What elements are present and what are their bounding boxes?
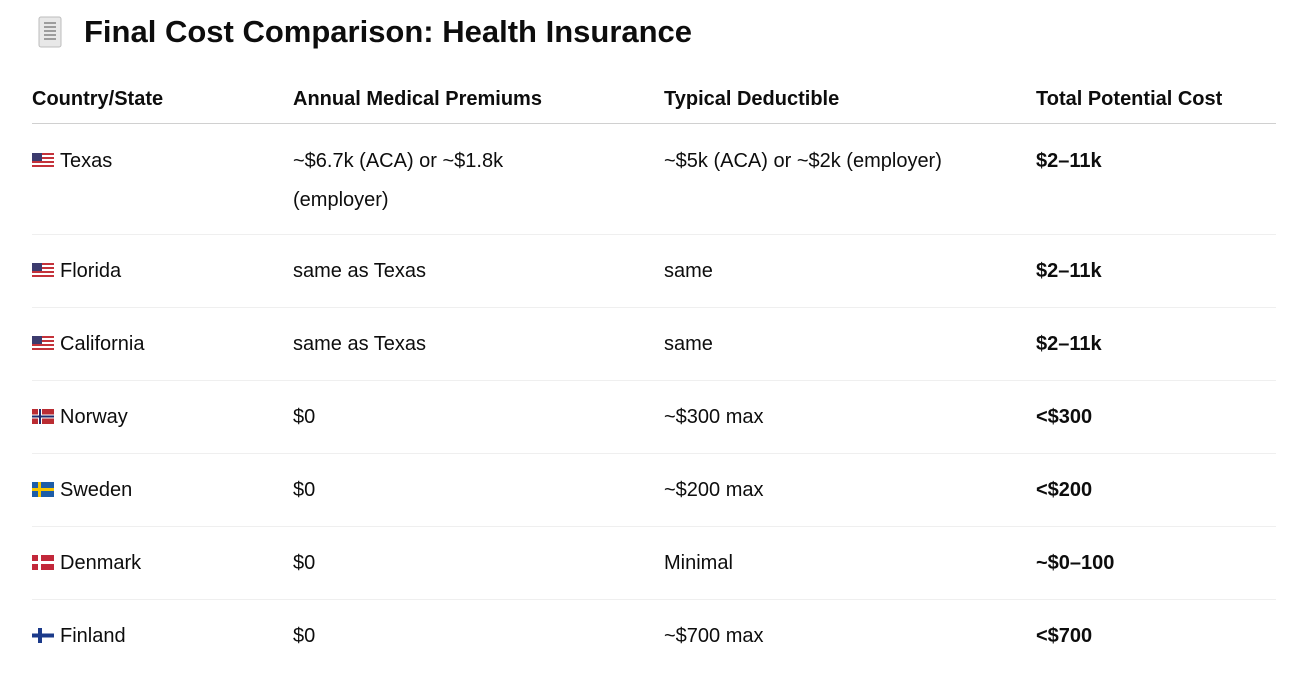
table-cell: Minimal xyxy=(664,526,1036,600)
table-cell: ~$200 max xyxy=(664,453,1036,527)
title: Final Cost Comparison: Health Insurance xyxy=(84,14,693,49)
cell-wrap: same as Texas xyxy=(293,252,563,291)
flag-icon xyxy=(32,263,54,278)
table-cell: ~$300 max xyxy=(664,380,1036,454)
cell-text: $2–11k xyxy=(1036,150,1102,172)
table-row: Sweden $0 ~$200 max <$200 xyxy=(32,453,1276,527)
country-name: Norway xyxy=(60,405,128,428)
table: Country/State Annual Medical Premiums Ty… xyxy=(32,76,1276,672)
table-cell: same as Texas xyxy=(293,234,664,308)
column-header: Annual Medical Premiums xyxy=(293,76,664,124)
country-name: Denmark xyxy=(60,551,142,574)
cell-text: same as Texas xyxy=(293,259,427,282)
table-row: Norway $0 ~$300 max <$300 xyxy=(32,380,1276,454)
column-header: Typical Deductible xyxy=(664,76,1036,124)
table-cell: same xyxy=(664,234,1036,308)
table-row: Denmark $0 Minimal ~$0–100 xyxy=(32,526,1276,600)
country-name: Texas xyxy=(60,150,113,172)
table-row: California same as Texas same $2–11k xyxy=(32,307,1276,381)
cell-wrap: ~$6.7k (ACA) or ~$1.8k (employer) xyxy=(293,142,563,220)
cell-wrap: same as Texas xyxy=(293,325,563,364)
table-cell: $0 xyxy=(293,453,664,527)
cell-text: $2–11k xyxy=(1036,332,1102,355)
table-cell: Sweden xyxy=(32,453,293,527)
cell-text: same as Texas xyxy=(293,332,427,355)
flag-icon xyxy=(32,555,54,570)
table-row: Texas ~$6.7k (ACA) or ~$1.8k (employer) ~$… xyxy=(32,123,1276,235)
table-cell: same as Texas xyxy=(293,307,664,381)
cell-text: <$200 xyxy=(1036,478,1093,501)
cell-text: $0 xyxy=(293,405,316,428)
country-name: Sweden xyxy=(60,478,133,501)
header-row: Country/State Annual Medical Premiums Ty… xyxy=(32,76,1276,124)
flag-icon xyxy=(32,336,54,351)
table-cell: California xyxy=(32,307,293,381)
cell-text: ~$5k (ACA) or ~$2k (employer) xyxy=(664,150,942,172)
table-cell: Denmark xyxy=(32,526,293,600)
table-cell: <$700 xyxy=(1036,600,1276,673)
table-cell: ~$6.7k (ACA) or ~$1.8k (employer) xyxy=(293,123,664,235)
cell-wrap: $0 xyxy=(293,544,563,583)
table-cell: $0 xyxy=(293,380,664,454)
cell-text: $0 xyxy=(293,478,316,501)
receipt-icon xyxy=(38,16,62,48)
cell-wrap: $0 xyxy=(293,398,563,437)
table-cell: same xyxy=(664,307,1036,381)
cell-wrap: $0 xyxy=(293,617,563,656)
cell-text: <$700 xyxy=(1036,624,1093,647)
country-name: Finland xyxy=(60,624,126,647)
cell-text: $0 xyxy=(293,551,316,574)
table-cell: ~$700 max xyxy=(664,600,1036,673)
table-row: Florida same as Texas same $2–11k xyxy=(32,234,1276,308)
table-cell: Florida xyxy=(32,234,293,308)
cell-text: ~$0–100 xyxy=(1036,551,1115,574)
cell-text: <$300 xyxy=(1036,405,1093,428)
table-cell: ~$0–100 xyxy=(1036,526,1276,600)
table-cell: Norway xyxy=(32,380,293,454)
flag-icon xyxy=(32,153,54,168)
column-header: Total Potential Cost xyxy=(1036,76,1276,124)
cell-text: $2–11k xyxy=(1036,259,1102,282)
cell-text: ~$700 max xyxy=(664,624,764,647)
table-cell: $2–11k xyxy=(1036,307,1276,381)
table-cell: $2–11k xyxy=(1036,123,1276,235)
table-cell: Finland xyxy=(32,600,293,673)
country-name: Florida xyxy=(60,259,122,282)
cell-text: same xyxy=(664,259,713,282)
cell-text: ~$300 max xyxy=(664,405,764,428)
flag-icon xyxy=(32,628,54,643)
country-name: California xyxy=(60,332,145,355)
cell-text: same xyxy=(664,332,713,355)
table-cell: Texas xyxy=(32,123,293,235)
table-cell: <$300 xyxy=(1036,380,1276,454)
column-header: Country/State xyxy=(32,76,293,124)
cell-text: Minimal xyxy=(664,551,733,574)
flag-icon xyxy=(32,482,54,497)
cell-text: ~$6.7k (ACA) or ~$1.8k (employer) xyxy=(293,150,504,211)
cell-text: ~$200 max xyxy=(664,478,764,501)
header: Final Cost Comparison: Health Insurance xyxy=(36,14,692,50)
table-cell: $0 xyxy=(293,526,664,600)
flag-icon xyxy=(32,409,54,424)
table-cell: ~$5k (ACA) or ~$2k (employer) xyxy=(664,123,1036,235)
table-cell: <$200 xyxy=(1036,453,1276,527)
table-cell: $2–11k xyxy=(1036,234,1276,308)
table-cell: $0 xyxy=(293,600,664,673)
cell-text: $0 xyxy=(293,624,316,647)
cell-wrap: $0 xyxy=(293,471,563,510)
table-row: Finland $0 ~$700 max <$700 xyxy=(32,600,1276,673)
